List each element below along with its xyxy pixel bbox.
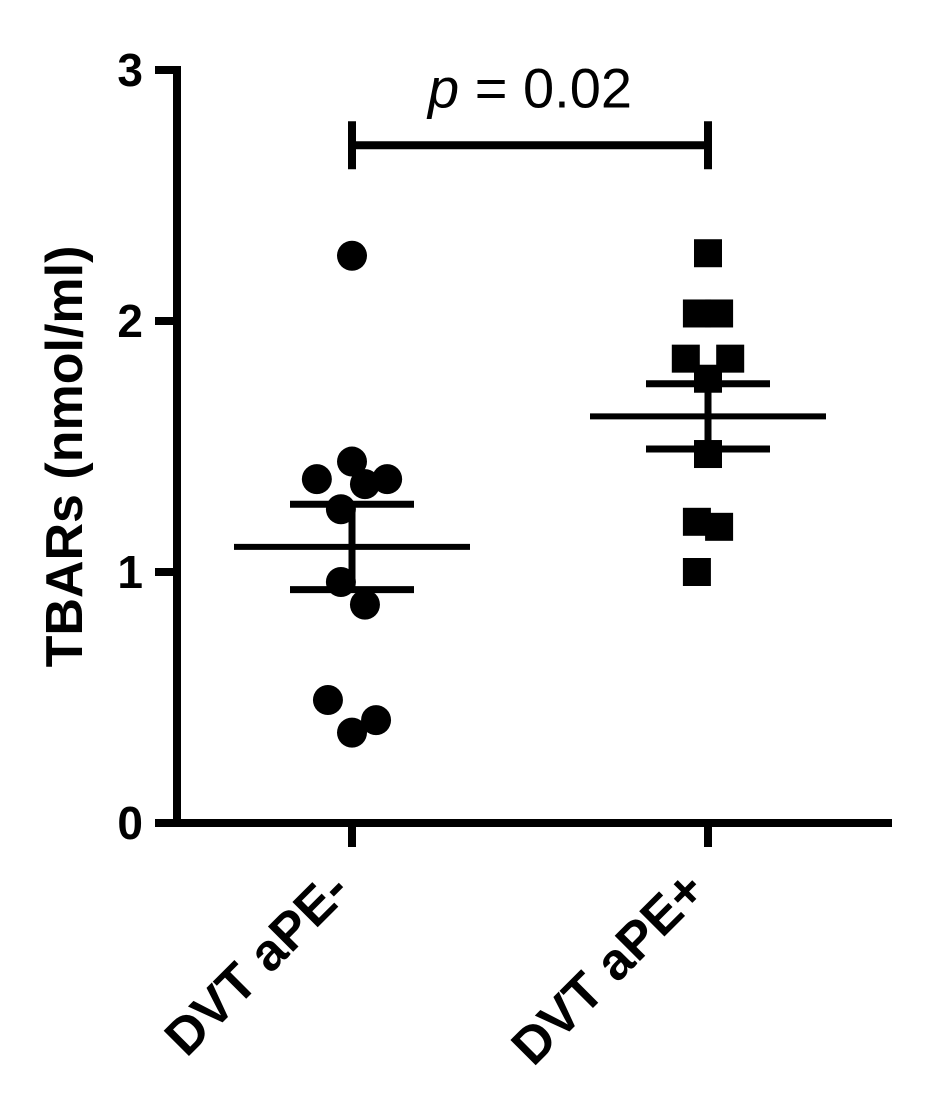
y-tick-label: 1 [117, 546, 143, 598]
data-point-circle [337, 240, 367, 271]
data-point-circle [337, 717, 367, 748]
data-point-square [705, 299, 734, 328]
data-point-square [705, 512, 734, 541]
p-symbol: p [426, 56, 459, 119]
data-point-circle [301, 464, 332, 495]
x-category-label: DVT aPE- [154, 860, 361, 1067]
data-point-circle [372, 464, 403, 495]
y-axis-ticks: 0 1 2 3 [117, 44, 177, 849]
data-point-square [694, 239, 722, 268]
mean-sem-bars [234, 380, 826, 594]
y-tick-label: 0 [117, 797, 143, 849]
significance-annotation: p = 0.02 [348, 56, 712, 170]
x-axis-category-labels: DVT aPE- DVT aPE+ [154, 823, 717, 1076]
y-tick-label: 3 [117, 44, 143, 96]
data-point-square [682, 558, 711, 586]
p-value-text: = 0.02 [459, 56, 632, 119]
data-point-circle [349, 589, 380, 620]
p-value-label: p = 0.02 [426, 56, 632, 119]
x-category-label: DVT aPE+ [501, 860, 717, 1076]
data-point-circle [337, 446, 367, 477]
y-tick-label: 2 [117, 295, 143, 347]
data-point-circle [361, 705, 392, 736]
y-axis-title: TBARs (nmol/ml) [36, 246, 94, 668]
axes [173, 66, 892, 827]
data-point-circle [312, 685, 343, 716]
data-points [301, 239, 745, 748]
